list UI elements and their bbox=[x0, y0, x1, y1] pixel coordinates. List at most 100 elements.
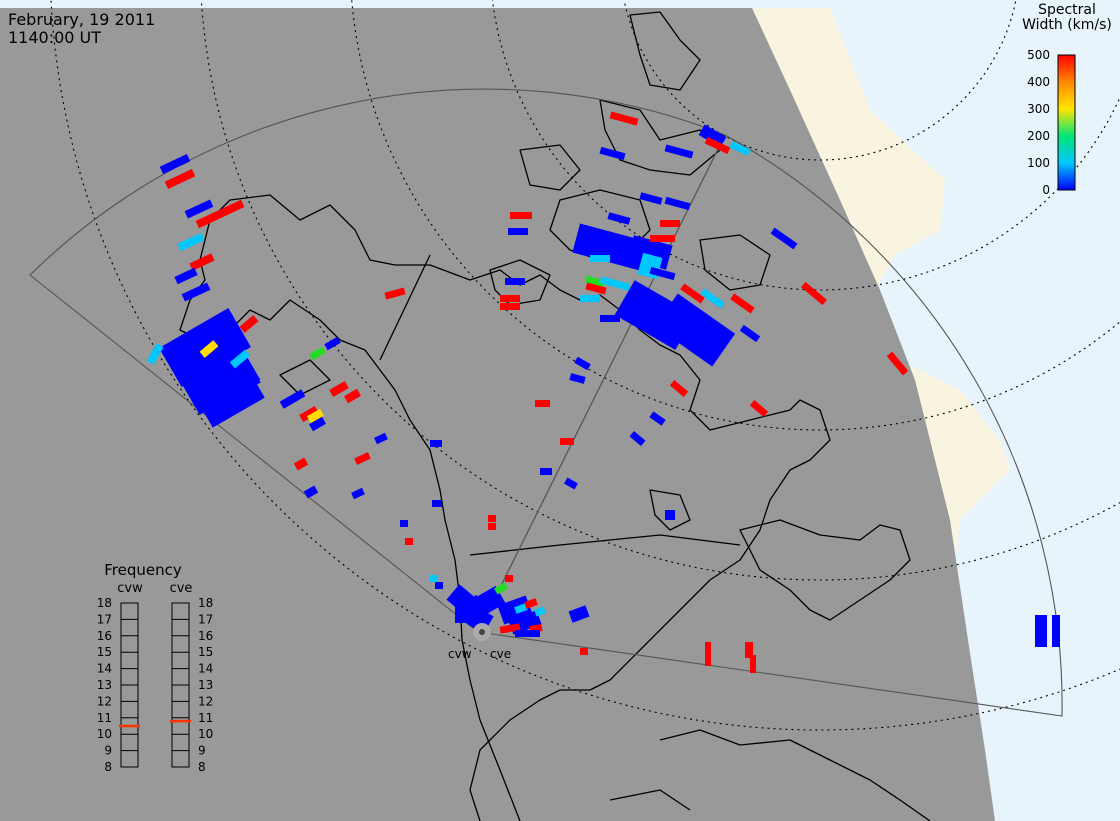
scatter-cell bbox=[654, 293, 736, 367]
scatter-cell bbox=[680, 283, 705, 304]
colorbar-tick-label: 100 bbox=[1027, 156, 1050, 170]
latitude-grid bbox=[50, 0, 1120, 731]
scatter-cell bbox=[510, 212, 532, 219]
scatter-cell bbox=[146, 343, 164, 365]
frequency-tick-label: 13 bbox=[198, 678, 213, 692]
scatter-cell bbox=[181, 282, 211, 302]
radar-label-cve: cve bbox=[490, 647, 511, 661]
frequency-tick-label: 18 bbox=[198, 596, 213, 610]
scatter-cells bbox=[146, 111, 1060, 673]
scatter-cell bbox=[664, 196, 691, 211]
frequency-scale: 18 18 17 17 16 16 15 15 14 14 13 13 12 12 11 11 10 10 9 9 8 8 bbox=[97, 596, 214, 774]
frequency-tick-label: 11 bbox=[198, 711, 213, 725]
scatter-cell bbox=[801, 281, 827, 306]
scatter-cell bbox=[432, 500, 442, 507]
scatter-cell bbox=[750, 655, 756, 673]
scatter-cell bbox=[585, 282, 607, 295]
time-label: 1140:00 UT bbox=[8, 28, 101, 47]
scatter-cell bbox=[669, 380, 689, 397]
scatter-cell bbox=[534, 606, 546, 617]
frequency-tick-label: 13 bbox=[97, 678, 112, 692]
scatter-cell bbox=[455, 605, 473, 623]
frequency-tick-label: 10 bbox=[97, 727, 112, 741]
scatter-cell bbox=[629, 430, 646, 447]
date-label: February, 19 2011 bbox=[8, 10, 155, 29]
scatter-cell bbox=[705, 642, 711, 666]
frequency-tick-label: 18 bbox=[97, 596, 112, 610]
scatter-cell bbox=[584, 275, 606, 288]
scatter-cell bbox=[660, 220, 680, 227]
frequency-tick-label: 12 bbox=[97, 694, 112, 708]
scatter-cell bbox=[886, 351, 909, 376]
scatter-cell bbox=[514, 603, 528, 614]
scatter-cell bbox=[665, 510, 675, 520]
frequency-tick-label: 16 bbox=[97, 629, 112, 643]
frequency-tick-label: 14 bbox=[198, 662, 213, 676]
frequency-tick-label: 10 bbox=[198, 727, 213, 741]
frequency-tick-label: 9 bbox=[198, 744, 206, 758]
scatter-cell bbox=[405, 538, 413, 545]
night-side bbox=[0, 8, 995, 821]
frequency-panel: Frequency cvw cve 18 18 17 17 16 16 15 15 14 14 13… bbox=[97, 561, 214, 774]
scatter-cell bbox=[500, 303, 520, 310]
frequency-tick-label: 15 bbox=[97, 645, 112, 659]
scatter-cell bbox=[650, 235, 675, 242]
scatter-cell bbox=[739, 324, 761, 343]
scatter-cell bbox=[505, 575, 513, 582]
scatter-cell bbox=[430, 575, 438, 582]
radar-label-cvw: cvw bbox=[448, 647, 472, 661]
scatter-cell bbox=[279, 389, 306, 409]
scatter-cell bbox=[599, 146, 626, 161]
frequency-cvw-label: cvw bbox=[117, 581, 143, 596]
frequency-tick-label: 9 bbox=[104, 744, 112, 758]
scatter-cell bbox=[384, 287, 406, 300]
scatter-cell bbox=[329, 381, 349, 397]
scatter-cell bbox=[351, 487, 365, 500]
scatter-cell bbox=[580, 648, 588, 655]
colorbar-gradient bbox=[1057, 54, 1076, 191]
frequency-tick-label: 17 bbox=[97, 612, 112, 626]
frequency-tick-label: 8 bbox=[198, 760, 206, 774]
colorbar-tick-label: 400 bbox=[1027, 75, 1050, 89]
scatter-cell bbox=[164, 169, 196, 189]
scatter-cell bbox=[177, 232, 205, 252]
scatter-cell bbox=[159, 154, 191, 174]
scatter-cell bbox=[609, 111, 639, 126]
scatter-cell bbox=[500, 295, 520, 302]
scatter-cell bbox=[698, 124, 727, 148]
scatter-cell bbox=[590, 255, 610, 262]
scatter-cell bbox=[649, 266, 676, 281]
scatter-cell bbox=[184, 199, 214, 219]
scatter-cell bbox=[664, 144, 694, 159]
scatter-cell bbox=[770, 227, 798, 250]
scatter-cell bbox=[324, 336, 341, 351]
scatter-cell bbox=[189, 253, 215, 271]
scatter-cell bbox=[195, 199, 245, 229]
scatter-cell bbox=[564, 477, 578, 490]
scatter-cell bbox=[540, 468, 552, 475]
frequency-tick-label: 17 bbox=[198, 612, 213, 626]
scatter-cell bbox=[303, 485, 319, 499]
colorbar-ticks: 500 400 300 200 100 0 bbox=[1027, 48, 1050, 197]
scatter-cell bbox=[309, 416, 326, 432]
frequency-tick-label: 14 bbox=[97, 662, 112, 676]
scatter-cell bbox=[430, 440, 442, 447]
colorbar-tick-label: 0 bbox=[1042, 183, 1050, 197]
scatter-cell bbox=[293, 457, 309, 471]
frequency-cve-label: cve bbox=[170, 581, 193, 596]
radar-sites bbox=[473, 623, 491, 641]
scatter-cell bbox=[700, 288, 725, 309]
scatter-cell bbox=[239, 375, 261, 393]
scatter-cell bbox=[1035, 615, 1047, 647]
scatter-cell bbox=[704, 137, 731, 154]
scatter-cell bbox=[574, 356, 591, 371]
colorbar-title-2: Width (km/s) bbox=[1022, 17, 1112, 33]
scatter-cell bbox=[239, 315, 259, 333]
scatter-cell bbox=[488, 515, 496, 522]
radar-site-dot bbox=[479, 629, 485, 635]
spectral-width-colorbar: Spectral Width (km/s) 500 400 300 200 100 0 bbox=[1022, 2, 1112, 197]
scatter-cell bbox=[515, 630, 540, 637]
scatter-cell bbox=[607, 212, 631, 225]
